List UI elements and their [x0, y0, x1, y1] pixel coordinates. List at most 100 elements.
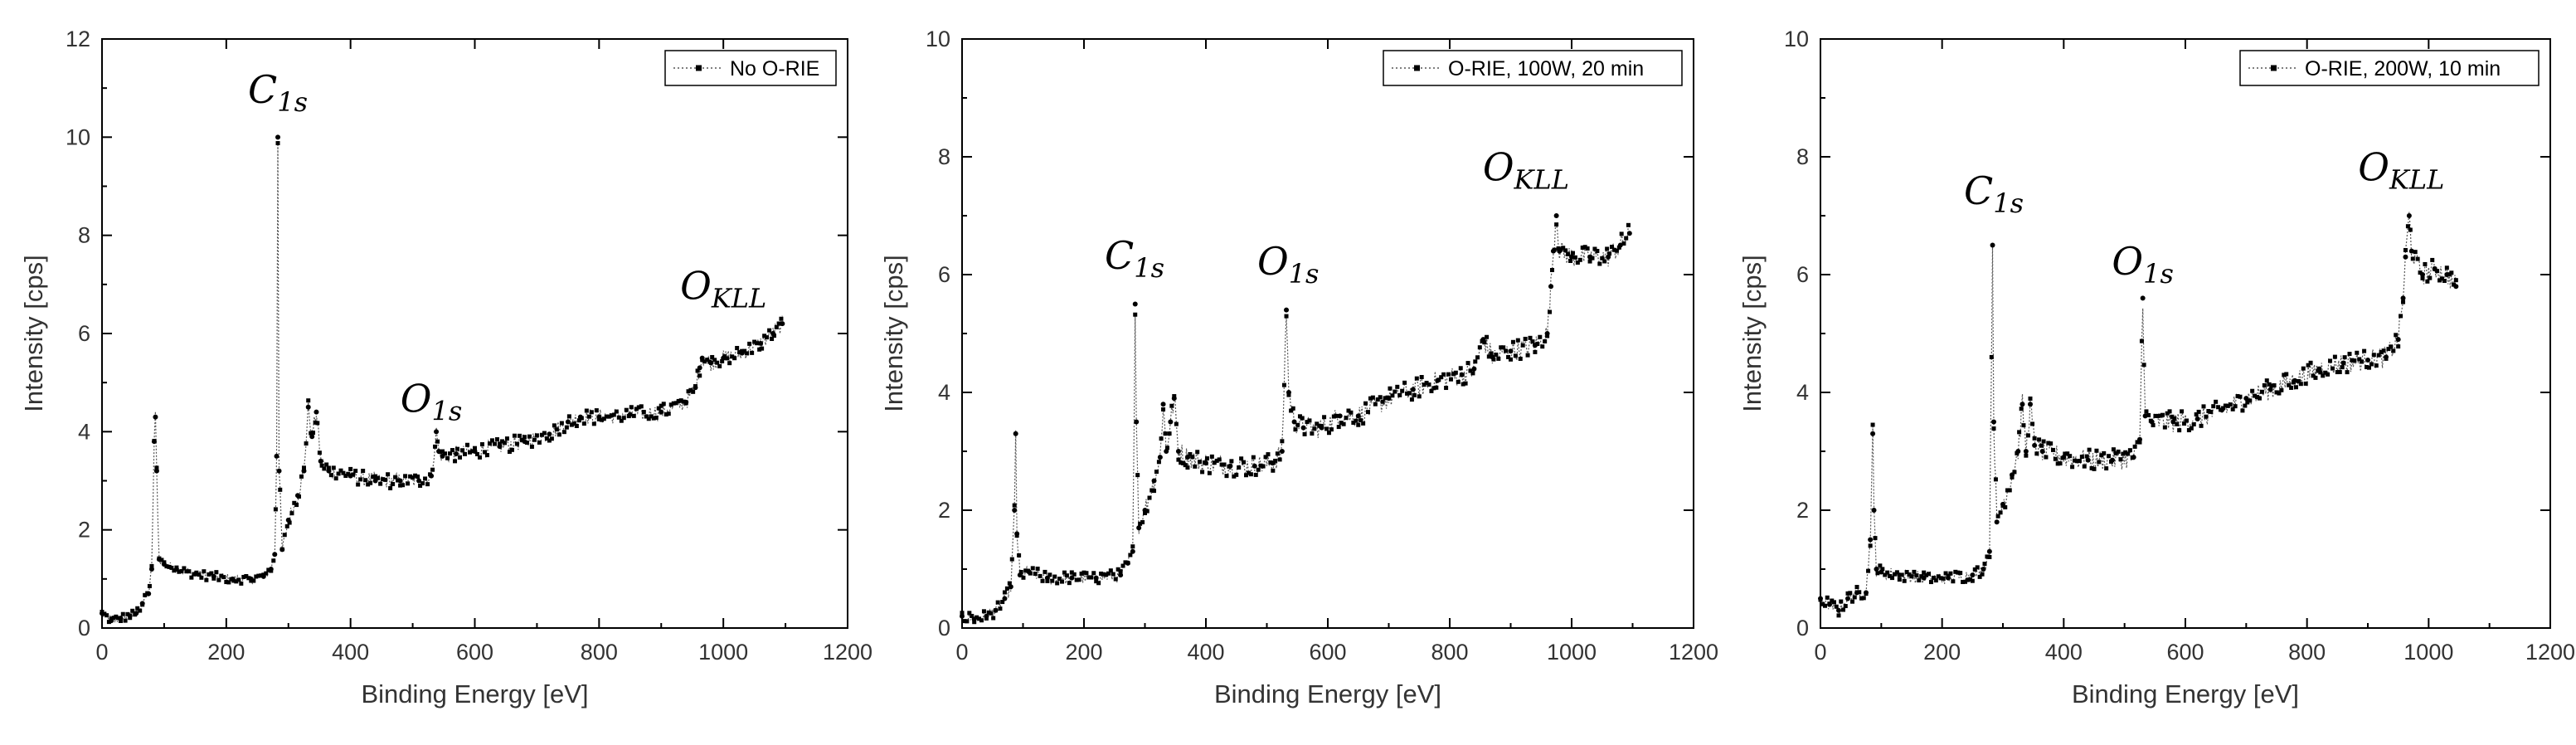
data-point [1138, 521, 1143, 526]
data-point [502, 441, 507, 446]
data-point [2420, 275, 2425, 280]
data-point [747, 341, 752, 346]
data-point [368, 480, 373, 485]
data-point [2340, 365, 2345, 370]
data-point [2201, 404, 2206, 409]
data-point [993, 607, 999, 613]
data-point [1909, 574, 1914, 579]
data-point [1951, 579, 1956, 584]
data-point [1356, 422, 1361, 427]
data-point [705, 358, 710, 363]
data-point [1424, 380, 1429, 385]
x-tick-label: 200 [1065, 640, 1102, 665]
data-point [1897, 577, 1902, 582]
data-point [1963, 579, 1968, 584]
data-point [1337, 413, 1343, 419]
x-tick-label: 1000 [1547, 640, 1597, 665]
data-point [1836, 607, 1841, 613]
data-point [2272, 383, 2277, 388]
peak-label: OKLL [1483, 144, 1569, 195]
data-point [2211, 404, 2216, 409]
data-point [1864, 590, 1869, 596]
data-point [287, 520, 292, 525]
data-point [2219, 407, 2224, 413]
data-point [1023, 568, 1028, 573]
data-point [317, 450, 322, 455]
data-point [537, 440, 542, 445]
data-point [1190, 455, 1195, 460]
data-point [1587, 259, 1592, 264]
data-point [2352, 358, 2357, 363]
data-point [1595, 248, 1600, 253]
data-point [725, 356, 730, 361]
data-point [465, 442, 470, 447]
data-point [571, 421, 576, 426]
data-point [1480, 337, 1486, 343]
data-point [226, 580, 231, 585]
data-point [2162, 425, 2167, 430]
data-point [1169, 403, 1174, 408]
data-point [1453, 370, 1458, 375]
data-point [776, 321, 781, 326]
data-point [2418, 270, 2423, 275]
data-point [609, 413, 614, 418]
data-point [2172, 416, 2177, 421]
data-point [2142, 413, 2148, 419]
data-point [1395, 384, 1400, 389]
data-point [1834, 604, 1839, 609]
data-point [147, 583, 152, 588]
data-point [1897, 572, 1903, 578]
data-point [2182, 421, 2187, 426]
y-tick-label: 4 [78, 419, 90, 444]
data-point [1286, 390, 1291, 395]
data-point [2061, 455, 2067, 460]
data-point [2132, 444, 2137, 449]
data-point [1624, 236, 1629, 241]
data-point [732, 356, 737, 361]
data-point [1047, 572, 1052, 577]
legend: O-RIE, 200W, 10 min [2239, 50, 2540, 86]
data-point [1017, 553, 1022, 558]
data-point [1171, 396, 1177, 402]
x-tick-label: 800 [581, 640, 618, 665]
data-point [742, 348, 747, 353]
data-point [2337, 369, 2342, 374]
data-point [1409, 397, 1414, 402]
data-point [2010, 472, 2015, 478]
data-point [1344, 416, 1349, 421]
peak-label: OKLL [680, 264, 766, 314]
data-point [348, 473, 353, 479]
data-point [1111, 572, 1115, 577]
data-point [1346, 408, 1351, 413]
data-point [1370, 395, 1375, 400]
y-tick-label: 10 [1784, 27, 1809, 51]
data-point [1975, 565, 1980, 570]
data-point [559, 421, 564, 426]
data-point [313, 409, 319, 415]
data-point [1273, 458, 1278, 463]
data-point [2209, 409, 2214, 414]
data-point [2191, 421, 2196, 426]
data-point [1879, 569, 1884, 575]
x-tick-label: 1200 [2525, 640, 2575, 665]
data-point [482, 450, 487, 455]
data-point [1084, 571, 1089, 576]
data-point [234, 579, 239, 584]
data-point [1883, 572, 1888, 577]
data-point [153, 414, 158, 420]
data-point [470, 449, 475, 454]
data-point [1924, 572, 1929, 577]
data-point [1195, 450, 1200, 455]
data-point [1008, 584, 1013, 590]
data-point [1157, 455, 1163, 460]
data-point [1329, 427, 1334, 432]
data-point [522, 439, 527, 445]
data-point [118, 616, 124, 621]
data-point [276, 468, 282, 474]
data-point [770, 337, 775, 342]
data-point [1000, 600, 1005, 605]
y-tick-label: 4 [938, 380, 950, 405]
data-point [1839, 599, 1844, 604]
data-point [458, 455, 463, 460]
